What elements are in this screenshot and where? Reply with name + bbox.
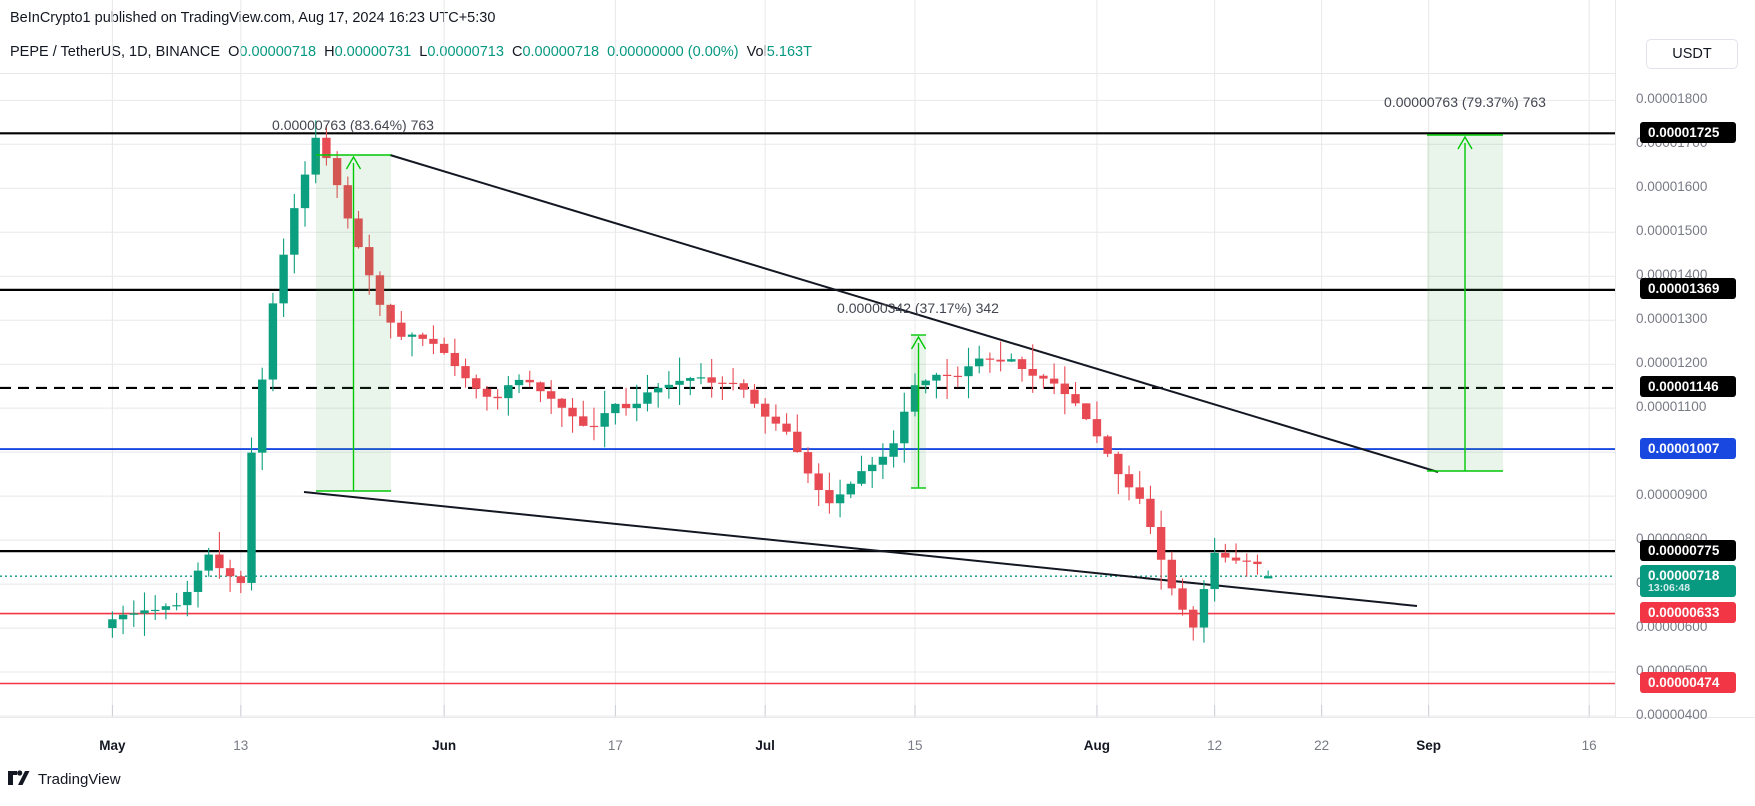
svg-text:0.00000342 (37.17%) 342: 0.00000342 (37.17%) 342 (837, 300, 999, 316)
svg-text:0.00000763 (79.37%) 763: 0.00000763 (79.37%) 763 (1384, 94, 1546, 110)
svg-text:0.00000763 (83.64%) 763: 0.00000763 (83.64%) 763 (272, 117, 434, 133)
